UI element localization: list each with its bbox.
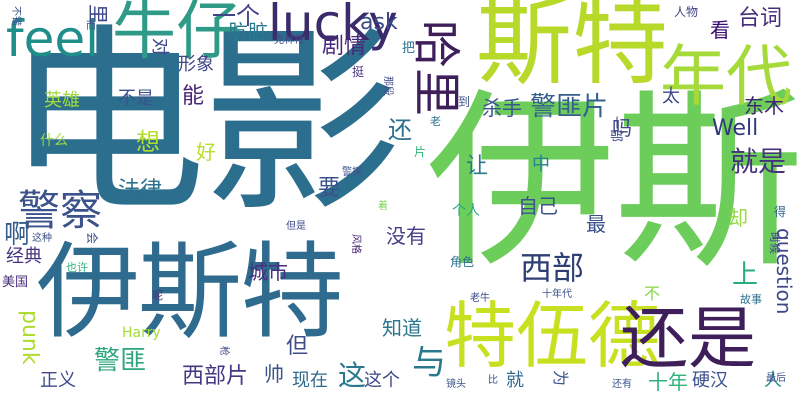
word-bushi: 不是 bbox=[118, 88, 154, 109]
word-qiang: 枪 bbox=[218, 346, 229, 356]
word-zhege: 这个 bbox=[364, 370, 400, 391]
word-zuihou: 最后 bbox=[766, 373, 786, 384]
word-yisi: 伊斯 bbox=[426, 72, 800, 293]
word-shihou: 时候 bbox=[768, 232, 781, 254]
word-ma: 吗 bbox=[612, 116, 632, 140]
word-jingdian: 经典 bbox=[6, 246, 42, 267]
word-zui: 最 bbox=[586, 212, 606, 236]
word-feel: feel bbox=[6, 10, 100, 68]
word-yao: 要 bbox=[318, 176, 341, 201]
word-jingtou: 镜头 bbox=[446, 379, 466, 390]
word-meiyou: 没有 bbox=[386, 224, 426, 248]
word-lao: 老 bbox=[430, 115, 441, 128]
word-xianzai: 现在 bbox=[292, 370, 328, 391]
word-zhengyi: 正义 bbox=[40, 370, 76, 391]
word-hali: 哈里 bbox=[408, 20, 464, 117]
word-haiyou: 还有 bbox=[612, 379, 632, 390]
word-taici: 台词 bbox=[738, 6, 783, 31]
word-yisite: 伊斯特 bbox=[36, 231, 344, 353]
word-geren: 个人 bbox=[452, 203, 480, 219]
word-jingfei: 警匪 bbox=[94, 346, 147, 376]
word-ting: 挺 bbox=[352, 65, 365, 79]
word-juqing: 剧情 bbox=[322, 34, 367, 59]
word-laoniu: 老牛 bbox=[470, 293, 490, 304]
word-shuai: 帅 bbox=[264, 362, 284, 386]
word-jiaose: 角色 bbox=[450, 255, 475, 269]
word-xingxiang: 形象 bbox=[178, 54, 214, 75]
word-tai: 太 bbox=[662, 86, 680, 107]
word-ren: 人 bbox=[764, 370, 782, 391]
word-kelinte: 克林特 bbox=[274, 35, 304, 46]
word-gushi: 故事 bbox=[740, 293, 762, 306]
word-kan: 看 bbox=[710, 18, 730, 42]
word-pian: 片 bbox=[414, 145, 427, 159]
word-angzang: 肮脏 bbox=[228, 20, 268, 44]
word-danshi: 但是 bbox=[286, 221, 306, 232]
word-hao: 好 bbox=[196, 140, 216, 164]
word-de: 得 bbox=[774, 205, 787, 219]
word-meiguo: 美国 bbox=[2, 275, 29, 290]
word-rang: 让 bbox=[466, 154, 489, 179]
word-ziji: 自己 bbox=[518, 194, 558, 218]
word-shenme: 什么 bbox=[40, 133, 68, 149]
word-harry: Harry bbox=[122, 325, 161, 341]
word-zhidao: 知道 bbox=[382, 316, 422, 340]
word-well: Well bbox=[712, 116, 759, 141]
word-zhe2: 着 bbox=[378, 201, 388, 212]
word-wei: 为 bbox=[551, 370, 570, 387]
word-falv: 法律 bbox=[118, 178, 163, 203]
word-renwu: 人物 bbox=[674, 5, 699, 19]
word-dongmu: 东木 bbox=[744, 94, 784, 118]
word-hui: 会 bbox=[85, 232, 99, 245]
word-lucky: lucky bbox=[268, 0, 398, 52]
word-jingfeipian: 警匪片 bbox=[530, 92, 609, 122]
word-jiushi: 就是 bbox=[730, 145, 787, 178]
word-xibupian: 西部片 bbox=[182, 364, 249, 389]
word-jiu: 就 bbox=[506, 370, 524, 391]
word-jingtan: 警探 bbox=[342, 167, 362, 178]
word-dui: 对 bbox=[149, 38, 170, 56]
word-shiniandai: 十年代 bbox=[542, 289, 572, 300]
word-jingcha: 警察 bbox=[18, 186, 103, 235]
word-site: 斯特 bbox=[476, 0, 668, 98]
word-dan: 但 bbox=[286, 334, 309, 359]
word-zhong: 中 bbox=[532, 154, 550, 175]
word-niandai: 年代 bbox=[660, 38, 792, 115]
word-shashou: 杀手 bbox=[482, 96, 522, 120]
word-ba: 把 bbox=[402, 41, 416, 56]
word-bu: 不 bbox=[644, 284, 661, 303]
word-bi: 比 bbox=[488, 375, 498, 386]
word-chengshi: 城市 bbox=[248, 260, 288, 284]
word-li: 里 bbox=[86, 4, 110, 24]
word-yibu: 一部 bbox=[608, 116, 623, 143]
word-tewude: 特伍德 bbox=[444, 294, 661, 378]
word-shang: 上 bbox=[732, 260, 759, 290]
word-dao: 到 bbox=[458, 95, 471, 109]
word-yu: 与 bbox=[412, 343, 446, 383]
word-naduan: 那段 bbox=[382, 76, 393, 96]
word-yexu: 也许 bbox=[66, 261, 88, 274]
word-niuzai: 牛仔 bbox=[112, 0, 240, 69]
word-punk: punk bbox=[17, 310, 42, 365]
word-hai: 还 bbox=[388, 116, 412, 144]
word-que: 却 bbox=[728, 206, 748, 230]
word-fengge: 风格 bbox=[350, 234, 361, 254]
word-dianying: 电影 bbox=[6, 7, 402, 240]
word-haishi: 还是 bbox=[620, 300, 757, 379]
word-a: 啊 bbox=[4, 220, 31, 250]
word-shinian: 十年 bbox=[648, 370, 688, 394]
word-ask: ask bbox=[360, 10, 398, 35]
word-zhezhong: 这种 bbox=[32, 233, 52, 244]
word-er: 而 bbox=[86, 21, 96, 32]
word-zhe: 这 bbox=[338, 359, 367, 392]
word-neng: 能 bbox=[182, 84, 205, 109]
word-bucuo: 不错 bbox=[10, 6, 21, 26]
word-yingxiong: 英雄 bbox=[44, 90, 80, 111]
word-yige: 一个 bbox=[212, 2, 260, 30]
word-yinghan: 硬汉 bbox=[692, 370, 728, 391]
word-ne: 呢 bbox=[152, 289, 163, 302]
word-xiang: 想 bbox=[136, 128, 160, 156]
word-xibu: 西部 bbox=[520, 249, 585, 287]
